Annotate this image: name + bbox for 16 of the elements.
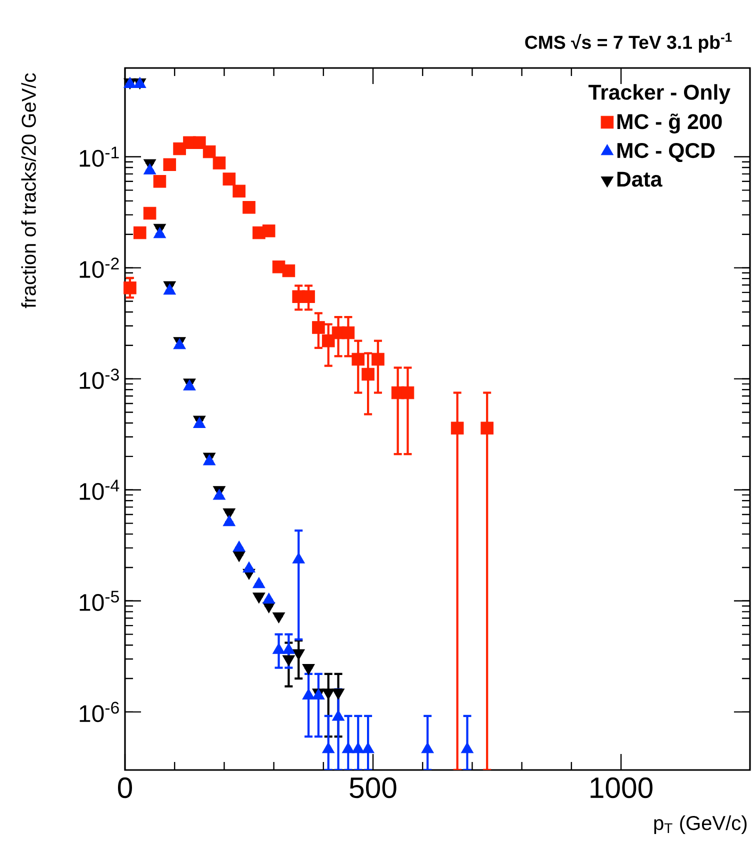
y-tick-label: 10$^{-6}$ (80, 702, 119, 722)
y-axis-title: fraction of tracks/20 GeV/c (21, 73, 36, 308)
legend-label: Data (617, 172, 662, 187)
y-tick-label: 10$^{-4}$ (80, 480, 120, 500)
legend-label: MC - g̃ 200 (617, 114, 722, 134)
y-tick-label: 10$^{-3}$ (80, 368, 119, 389)
y-tick-label: 10$^{-2}$ (80, 258, 119, 278)
y-tick-label: 10$^{-5}$ (80, 590, 119, 611)
y-tick-label: 10$^{-1}$ (80, 146, 119, 167)
x-tick-label: 1000 (590, 777, 652, 798)
x-tick-label: 0 (118, 777, 132, 798)
x-tick-label: 500 (350, 777, 396, 798)
legend-title: Tracker - Only (588, 84, 730, 104)
chart-title: CMS √s = 7 TeV 3.1 pb$^{-1}$ (525, 32, 732, 53)
x-axis-title: p$_{T}$ (GeV/c) (654, 815, 747, 834)
legend-label: MC - QCD (617, 142, 715, 162)
